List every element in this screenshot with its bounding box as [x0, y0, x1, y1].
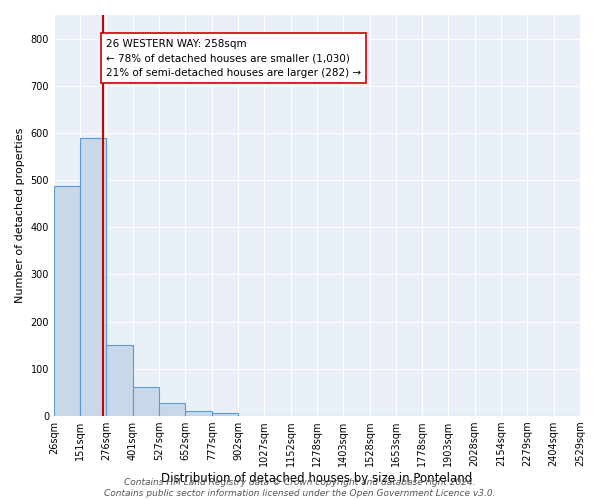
Text: 26 WESTERN WAY: 258sqm
← 78% of detached houses are smaller (1,030)
21% of semi-: 26 WESTERN WAY: 258sqm ← 78% of detached…	[106, 38, 361, 78]
Bar	[80, 138, 106, 416]
Bar	[106, 345, 133, 416]
Bar	[212, 412, 238, 416]
Bar	[133, 386, 159, 416]
X-axis label: Distribution of detached houses by size in Ponteland: Distribution of detached houses by size …	[161, 472, 473, 485]
Bar	[159, 403, 185, 416]
Y-axis label: Number of detached properties: Number of detached properties	[15, 128, 25, 303]
Bar	[54, 186, 80, 416]
Bar	[185, 411, 212, 416]
Text: Contains HM Land Registry data © Crown copyright and database right 2024.
Contai: Contains HM Land Registry data © Crown c…	[104, 478, 496, 498]
